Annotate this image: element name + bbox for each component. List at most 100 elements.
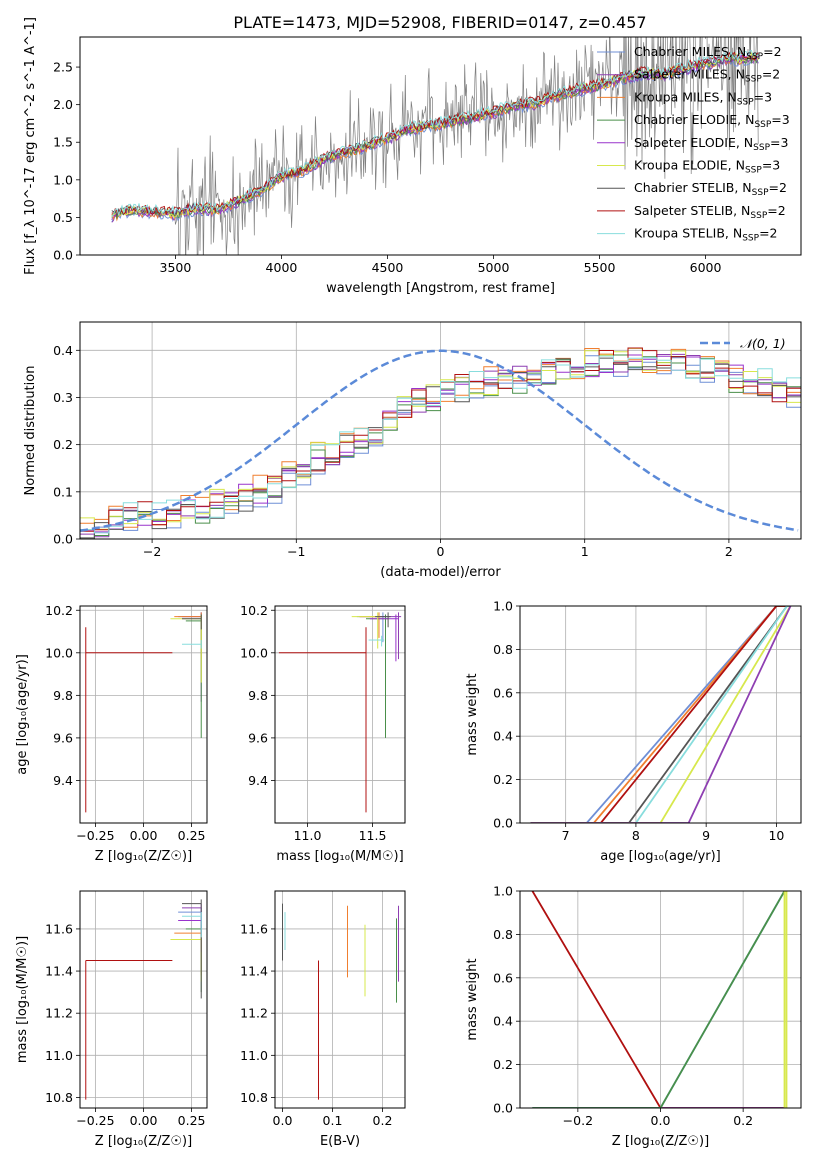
y-tick-label: 0.3 [53, 390, 73, 405]
panel-Z_cdf: −0.2 0.0 0.2 0.0 0.2 0.4 0.6 0.8 1.0 Z [log₁₀(Z/Z… [465, 884, 802, 1149]
x-tick-label: 2 [725, 544, 733, 559]
axes-frame [79, 36, 802, 256]
errorbar-kroupa-elodie [170, 935, 202, 982]
model-line-kroupa-stelib [111, 49, 759, 217]
plot-area-mass_vs_Z [85, 899, 202, 1100]
y-axis-label: age [log₁₀(age/yr)] [15, 654, 30, 775]
x-tick-label: 0.25 [178, 828, 206, 843]
x-tick-label: −0.25 [76, 828, 114, 843]
y-axis-label: Flux [f_λ 10^-17 erg cm^-2 s^-1 A^-1] [23, 17, 38, 275]
y-tick-label: 9.6 [248, 730, 268, 745]
y-tick-label: 11.0 [240, 1048, 268, 1063]
model-line-kroupa-elodie [111, 51, 759, 218]
legend-label: Kroupa MILES, NSSP=3 [634, 89, 772, 107]
x-axis-label: mass [log₁₀(M/M☉)] [276, 849, 403, 864]
y-axis-label: mass [log₁₀(M/M☉)] [15, 936, 30, 1063]
errorbar-chabrier-stelib [181, 614, 202, 630]
y-tick-label: 0.2 [493, 772, 513, 787]
x-tick-label: −0.25 [76, 1113, 114, 1128]
errorbar-kroupa-stelib [181, 912, 202, 938]
cdf-line-chabrier-stelib [530, 606, 791, 823]
x-axis-label: Z [log₁₀(Z/Z☉)] [95, 1134, 192, 1149]
cdf-line-salpeter-stelib [530, 606, 791, 823]
spectrum-legend: Chabrier MILES, NSSP=2 Salpeter MILES, NS… [597, 44, 790, 244]
y-tick-label: 10.8 [45, 1090, 73, 1105]
axes-frame [274, 605, 406, 824]
x-tick-label: 5000 [478, 260, 510, 275]
cdf-line-kroupa-stelib [532, 891, 786, 1108]
errorbar-chabrier-stelib [375, 612, 391, 628]
panel-mass_vs_ebv: 0.0 0.1 0.2 10.8 11.0 11.2 11.4 11.6 E(B-V) [240, 890, 406, 1149]
errorbar-kroupa-miles [174, 928, 202, 976]
x-tick-label: 0.00 [130, 828, 158, 843]
y-axis-label: mass weight [465, 673, 480, 755]
x-tick-label: 0.0 [273, 1113, 293, 1128]
x-tick-label: 8 [632, 828, 640, 843]
y-tick-label: 10.2 [45, 603, 73, 618]
x-tick-label: 0.1 [323, 1113, 343, 1128]
y-tick-label: 0.4 [493, 1014, 513, 1029]
y-tick-label: 0.2 [53, 437, 73, 452]
x-axis-label: wavelength [Angstrom, rest frame] [326, 281, 555, 296]
histogram-chabrier-miles [80, 355, 801, 539]
cdf-line-chabrier-miles [530, 606, 791, 823]
errorbar-salpeter-stelib [85, 627, 173, 813]
histogram-chabrier-stelib [80, 356, 801, 539]
x-axis-label: E(B-V) [320, 1134, 360, 1149]
plot-area-Z_cdf [531, 891, 788, 1108]
histogram-kroupa-stelib [80, 355, 801, 534]
y-tick-label: 0.2 [493, 1057, 513, 1072]
y-tick-label: 0.8 [493, 927, 513, 942]
y-tick-label: 9.4 [53, 773, 73, 788]
y-tick-label: 10.2 [240, 603, 268, 618]
residual-legend: 𝒩(0, 1) [700, 336, 786, 351]
legend-label: 𝒩(0, 1) [740, 336, 786, 351]
errorbar-salpeter-elodie [369, 614, 399, 662]
x-tick-label: 0 [437, 544, 445, 559]
panel-spectrum: 3500 4000 4500 5000 5500 6000 0.0 0.5 1.0 1.5 2.0 2… [23, 17, 802, 296]
x-tick-label: −1 [287, 544, 305, 559]
x-tick-label: 0.25 [178, 1113, 206, 1128]
cdf-line-chabrier-elodie [532, 891, 786, 1108]
panel-mass_vs_Z: −0.25 0.00 0.25 10.8 11.0 11.2 11.4 11.6 Z [log₁… [15, 890, 208, 1149]
x-tick-label: −0.2 [563, 1113, 593, 1128]
errorbar-chabrier-elodie [366, 614, 389, 738]
y-tick-label: 2.0 [53, 97, 73, 112]
x-axis-label: Z [log₁₀(Z/Z☉)] [612, 1134, 709, 1149]
legend-label: Chabrier STELIB, NSSP=2 [634, 180, 787, 198]
plot-area-mass_vs_ebv [282, 903, 399, 1100]
axes-frame [519, 605, 802, 824]
x-tick-label: 7 [562, 828, 570, 843]
y-tick-label: 10.0 [45, 645, 73, 660]
errorbar-kroupa-stelib [368, 635, 385, 647]
observed-spectrum-line [111, 37, 759, 255]
errorbar-salpeter-stelib [278, 627, 367, 813]
x-tick-label: 6000 [690, 260, 722, 275]
legend-label: Salpeter STELIB, NSSP=2 [634, 203, 786, 221]
cdf-line-kroupa-miles [530, 606, 791, 823]
legend-label: Salpeter MILES, NSSP=2 [634, 67, 780, 85]
x-tick-label: 11.5 [359, 828, 387, 843]
y-tick-label: 10.0 [240, 645, 268, 660]
plot-area-age_cdf [530, 606, 792, 823]
x-tick-label: 10 [768, 828, 784, 843]
y-tick-label: 0.0 [493, 816, 513, 831]
x-tick-label: 1 [581, 544, 589, 559]
panel-residuals: −2 −1 0 1 2 0.0 0.1 0.2 0.3 0.4 (data-model)/error… [23, 321, 802, 580]
y-tick-label: 0.0 [493, 1101, 513, 1116]
errorbar-kroupa-stelib [181, 640, 202, 649]
y-tick-label: 11.0 [45, 1048, 73, 1063]
y-tick-label: 9.8 [53, 688, 73, 703]
x-tick-label: −2 [143, 544, 161, 559]
y-tick-label: 11.4 [240, 964, 268, 979]
cdf-line-salpeter-stelib [531, 891, 785, 1108]
cdf-line-kroupa-stelib [530, 606, 791, 823]
panel-age_cdf: 7 8 9 10 0.0 0.2 0.4 0.6 0.8 1.0 age [log₁₀(age/yr… [465, 599, 802, 864]
legend-label: Salpeter ELODIE, NSSP=3 [634, 135, 788, 153]
y-tick-label: 11.2 [240, 1006, 268, 1021]
y-tick-label: 9.6 [53, 730, 73, 745]
y-axis-label: mass weight [465, 958, 480, 1040]
x-tick-label: 0.0 [651, 1113, 671, 1128]
figure-title: PLATE=1473, MJD=52908, FIBERID=0147, z=0… [233, 13, 646, 32]
